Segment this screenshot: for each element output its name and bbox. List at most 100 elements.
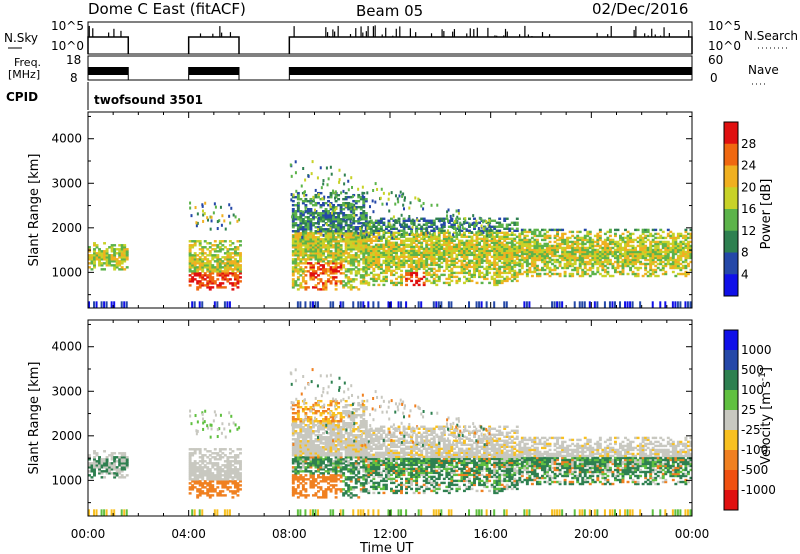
velocity-cell <box>218 476 222 479</box>
power-cell <box>311 264 315 267</box>
power-cell <box>518 238 522 242</box>
power-cell <box>334 242 338 245</box>
power-cell <box>324 258 328 261</box>
power-cell <box>422 283 426 287</box>
power-cell <box>329 207 333 211</box>
power-cell <box>679 256 683 260</box>
power-cell <box>400 243 403 247</box>
power-cell <box>641 252 645 256</box>
power-cell <box>440 229 444 233</box>
power-cell <box>450 241 454 245</box>
power-cell <box>608 248 612 252</box>
power-cell <box>239 280 242 283</box>
power-cell <box>624 262 627 266</box>
power-cell <box>329 256 333 259</box>
power-cell <box>342 264 346 267</box>
power-cell <box>666 254 670 258</box>
power-cell <box>347 240 351 243</box>
power-cell <box>478 273 481 277</box>
power-cell <box>304 260 308 263</box>
power-cell <box>455 237 459 241</box>
velocity-cell <box>228 448 232 451</box>
power-cell <box>329 242 333 245</box>
power-cell <box>596 268 600 272</box>
power-cell <box>357 195 361 199</box>
power-cell <box>337 232 341 235</box>
power-cell <box>334 212 338 215</box>
power-cell <box>566 250 570 254</box>
power-cell <box>641 256 645 260</box>
velocity-cell <box>233 456 237 459</box>
power-cell <box>392 269 396 273</box>
power-colorbar-swatch <box>724 209 738 232</box>
power-cell <box>306 218 310 221</box>
power-cell <box>408 206 411 210</box>
power-cell <box>379 219 383 222</box>
power-cell <box>239 260 242 263</box>
power-data <box>88 160 693 308</box>
power-cell <box>417 241 421 245</box>
power-cell <box>309 236 313 239</box>
power-cell <box>515 223 519 226</box>
power-cell <box>676 242 680 246</box>
power-cell <box>671 234 675 238</box>
power-cell <box>686 248 690 252</box>
power-cell <box>221 286 225 289</box>
power-cell <box>120 244 124 247</box>
power-cell <box>442 273 446 277</box>
power-cell <box>93 254 96 257</box>
power-cell <box>485 257 489 261</box>
power-cell <box>379 239 383 243</box>
power-cell <box>191 301 194 308</box>
power-cell <box>468 231 471 235</box>
power-cell <box>239 258 242 261</box>
power-cell <box>384 243 388 247</box>
power-cell <box>541 266 544 270</box>
power-cell <box>601 252 605 256</box>
power-cell <box>357 187 360 191</box>
power-cell <box>435 253 439 257</box>
power-cell <box>339 232 343 235</box>
freq-panel: Freq. [MHz] 18 8 60 0 Nave <box>8 53 779 85</box>
power-cell <box>586 238 590 242</box>
power-cell <box>359 228 363 231</box>
power-cell <box>581 248 585 252</box>
power-cell <box>611 240 615 244</box>
velocity-cell <box>221 456 225 459</box>
power-cell <box>299 228 303 231</box>
power-cell <box>528 240 532 244</box>
power-cell <box>93 260 96 263</box>
power-cell <box>324 228 328 231</box>
power-cell <box>546 246 549 250</box>
power-cell <box>644 262 648 266</box>
power-cell <box>621 254 625 258</box>
power-cell <box>334 256 338 259</box>
velocity-cell <box>216 454 220 457</box>
power-cell <box>344 230 348 233</box>
velocity-cell <box>291 492 295 495</box>
velocity-cell <box>233 480 237 483</box>
power-cell <box>465 239 469 243</box>
power-cell <box>480 259 484 263</box>
power-cell <box>679 246 683 250</box>
power-cell <box>613 270 617 274</box>
power-cell <box>347 179 350 183</box>
power-cell <box>354 286 358 289</box>
power-cell <box>223 258 227 261</box>
power-cell <box>299 270 303 273</box>
power-cell <box>382 229 386 233</box>
power-cell <box>664 252 668 256</box>
power-cell <box>581 244 585 248</box>
power-cell <box>415 255 419 259</box>
power-cell <box>395 221 398 224</box>
power-cell <box>193 258 197 261</box>
velocity-cell <box>206 494 210 497</box>
power-cell <box>586 262 590 266</box>
velocity-cell <box>188 488 192 491</box>
power-cell <box>400 241 403 245</box>
power-cell <box>402 239 406 243</box>
power-cell <box>334 218 338 221</box>
power-cell <box>349 234 353 237</box>
power-cell <box>445 249 449 253</box>
velocity-cell <box>233 476 237 479</box>
